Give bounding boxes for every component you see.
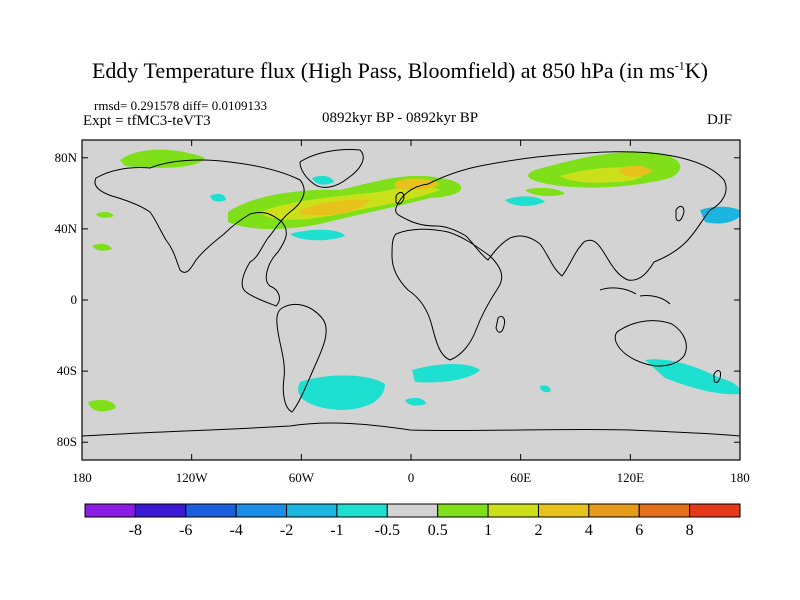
patch-south-indian-small	[405, 397, 426, 406]
colorbar-swatch	[437, 503, 489, 518]
colorbar-swatch	[537, 503, 590, 518]
colorbar-label: 0.5	[428, 522, 448, 539]
colorbar-label: -0.5	[375, 522, 400, 539]
colorbar-label: 1	[484, 522, 492, 539]
coast-madagascar	[495, 315, 505, 333]
season-label: DJF	[707, 112, 733, 128]
colorbar-label: 2	[534, 522, 542, 539]
patch-subtropical-atlantic	[290, 229, 345, 241]
colorbar-swatch	[689, 503, 741, 518]
patch-siberia-peak	[620, 165, 652, 177]
patch-alaska	[210, 193, 226, 202]
patch-pacific-small-2	[96, 211, 114, 218]
lon-label: 0	[408, 470, 415, 485]
lat-label: 80S	[57, 434, 77, 449]
colorbar-swatch	[286, 503, 338, 518]
lat-label: 0	[71, 292, 78, 307]
colorbar-label: -8	[129, 522, 142, 539]
patch-south-pacific	[88, 400, 116, 412]
patch-south-atlantic	[298, 375, 385, 410]
colorbar-swatch	[134, 503, 187, 518]
patch-north-pacific-arctic	[120, 149, 205, 168]
figure-title: Eddy Temperature flux (High Pass, Bloomf…	[91, 58, 708, 83]
patch-pacific-small-1	[92, 243, 112, 251]
lon-label: 180	[72, 470, 92, 485]
colorbar-swatch	[235, 503, 288, 518]
patch-australia-south	[645, 359, 740, 395]
patch-south-pacific-east	[540, 385, 551, 393]
colorbar-swatch	[386, 503, 439, 518]
colorbar: -8 -6 -4 -2 -1 -0.5 0.5 1 2 4 6 8	[84, 503, 741, 539]
period-label: 0892kyr BP - 0892kyr BP	[322, 110, 479, 126]
colorbar-label: 8	[686, 522, 694, 539]
coast-new-zealand	[713, 370, 721, 383]
colorbar-label: 6	[635, 522, 643, 539]
lon-label: 120W	[176, 470, 209, 485]
patch-europe-east	[395, 178, 440, 191]
coast-uk	[395, 191, 405, 205]
patch-central-asia	[505, 196, 545, 206]
experiment-label: Expt = tfMC3-teVT3	[83, 113, 211, 129]
colorbar-label: -6	[179, 522, 192, 539]
lon-label: 60E	[510, 470, 531, 485]
coast-japan	[675, 205, 685, 222]
colorbar-label: -2	[280, 522, 293, 539]
coast-australia	[614, 320, 687, 367]
coast-antarctica	[82, 422, 740, 437]
patch-siberia-small	[525, 187, 565, 197]
colorbar-swatch	[487, 503, 539, 518]
coast-greenland	[299, 149, 364, 188]
stats-text: rmsd= 0.291578 diff= 0.0109133	[94, 98, 267, 113]
coast-north-america	[94, 159, 305, 307]
patch-labrador	[312, 175, 334, 185]
map-ticks: 80N 40N 0 40S 80S 180 120W 60W 0 60E 120E 180	[55, 140, 750, 485]
patch-south-indian	[412, 364, 480, 383]
patch-north-atlantic-center	[300, 199, 370, 216]
coast-eurasia	[395, 151, 727, 281]
colorbar-swatch	[336, 503, 388, 518]
colorbar-swatch	[185, 503, 237, 518]
lon-label: 180	[730, 470, 750, 485]
colorbar-label: 4	[585, 522, 593, 539]
lat-label: 40N	[55, 221, 78, 236]
colorbar-swatch	[588, 503, 640, 518]
coast-indonesia	[599, 287, 671, 305]
lat-label: 40S	[57, 363, 77, 378]
lon-label: 120E	[617, 470, 645, 485]
lon-label: 60W	[289, 470, 315, 485]
coast-south-america	[276, 303, 327, 413]
colorbar-swatch	[638, 503, 691, 518]
colorbar-label: -1	[330, 522, 343, 539]
coast-africa	[391, 228, 503, 361]
coastlines	[82, 149, 740, 437]
colorbar-swatch	[84, 503, 136, 518]
colorbar-label: -4	[229, 522, 242, 539]
lat-label: 80N	[55, 150, 78, 165]
patch-north-pacific-east	[700, 206, 740, 224]
